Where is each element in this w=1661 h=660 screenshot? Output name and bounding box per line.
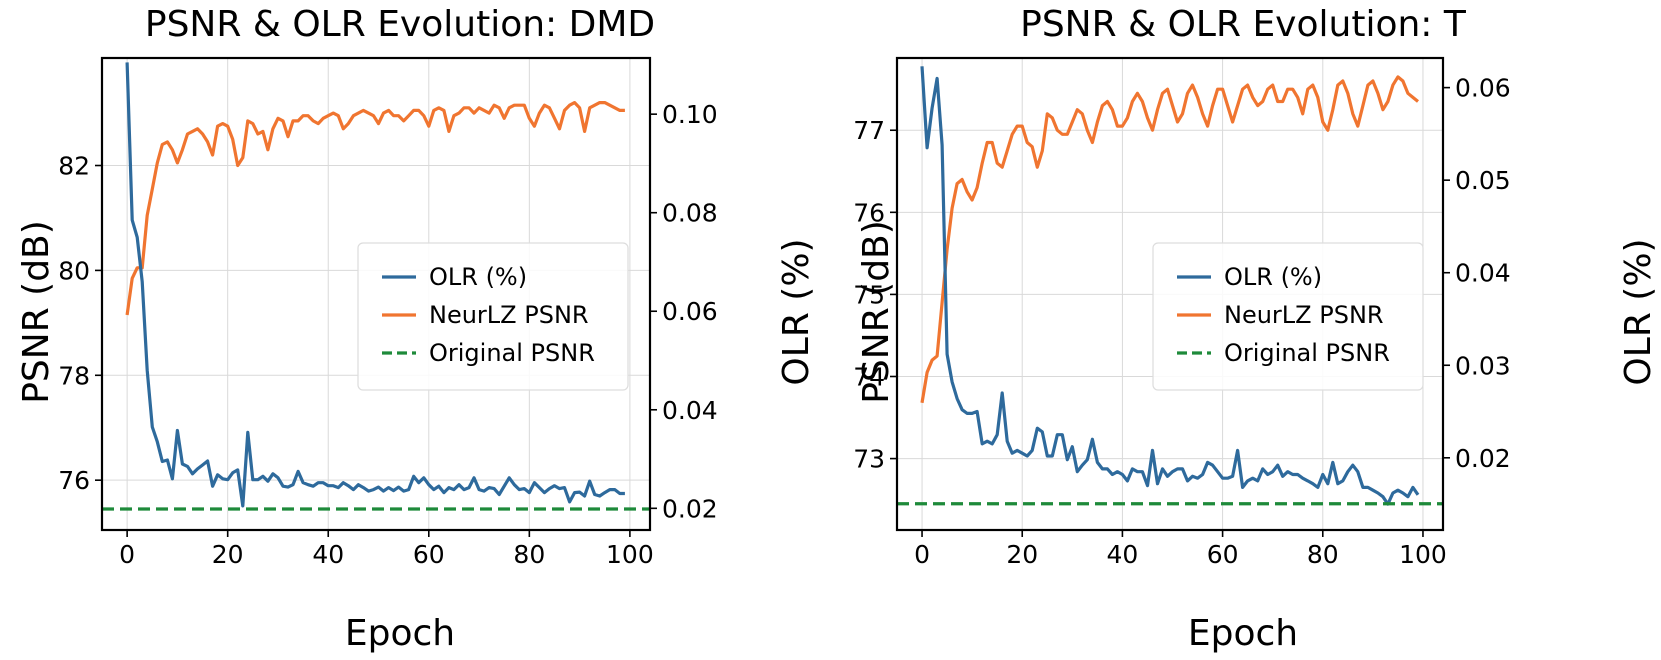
y-tick-label: 82 <box>58 152 90 181</box>
x-axis-label: Epoch <box>1188 613 1298 654</box>
y2-axis-label: OLR (%) <box>776 238 817 385</box>
chart-title: PSNR & OLR Evolution: DMD <box>145 4 655 45</box>
plot-frame <box>100 56 652 532</box>
x-tick-label: 100 <box>1399 540 1447 569</box>
y2-tick-label: 0.10 <box>662 100 718 129</box>
legend-label: OLR (%) <box>429 263 527 291</box>
legend-box <box>1152 242 1424 391</box>
y-tick-label: 74 <box>853 362 885 391</box>
legend-label: Original PSNR <box>429 339 595 367</box>
y2-tick-label: 0.05 <box>1455 166 1511 195</box>
y-tick-label: 80 <box>58 256 90 285</box>
legend: OLR (%) NeurLZ PSNR Original PSNR <box>357 242 629 391</box>
series-line-olr <box>125 62 625 508</box>
y-tick-label: 77 <box>853 116 885 145</box>
x-tick-label: 40 <box>1107 540 1139 569</box>
y2-tick-label: 0.02 <box>1455 444 1511 473</box>
y2-tick-label: 0.06 <box>1455 74 1511 103</box>
legend-label: OLR (%) <box>1224 263 1322 291</box>
chart-title: PSNR & OLR Evolution: T <box>1020 4 1467 45</box>
y2-tick-label: 0.04 <box>662 396 718 425</box>
legend-box <box>357 242 629 391</box>
x-tick-label: 100 <box>606 540 654 569</box>
x-tick-label: 0 <box>914 540 930 569</box>
y-axis-label: PSNR (dB) <box>16 220 57 404</box>
chart-panel-t: PSNR & OLR Evolution: T Epoch PSNR (dB) … <box>853 4 1659 654</box>
series-line-psnr <box>125 100 625 316</box>
y-tick-label: 73 <box>853 445 885 474</box>
y2-tick-label: 0.04 <box>1455 259 1511 288</box>
x-tick-label: 0 <box>119 540 135 569</box>
y2-tick-label: 0.03 <box>1455 351 1511 380</box>
x-tick-label: 40 <box>312 540 344 569</box>
y-tick-label: 76 <box>853 198 885 227</box>
x-tick-label: 60 <box>1207 540 1239 569</box>
y-axis-label: PSNR (dB) <box>856 220 897 404</box>
chart-panel-dmd: PSNR & OLR Evolution: DMD Epoch PSNR (dB… <box>16 4 817 654</box>
y2-tick-label: 0.06 <box>662 297 718 326</box>
y2-axis-label: OLR (%) <box>1618 238 1659 385</box>
y-tick-label: 75 <box>853 280 885 309</box>
x-tick-label: 60 <box>413 540 445 569</box>
y-tick-label: 76 <box>58 466 90 495</box>
legend: OLR (%) NeurLZ PSNR Original PSNR <box>1152 242 1424 391</box>
x-tick-label: 80 <box>513 540 545 569</box>
y-tick-label: 78 <box>58 361 90 390</box>
legend-label: NeurLZ PSNR <box>1224 301 1384 329</box>
x-axis-label: Epoch <box>345 613 455 654</box>
legend-label: NeurLZ PSNR <box>429 301 589 329</box>
legend-label: Original PSNR <box>1224 339 1390 367</box>
series-line-olr <box>920 66 1420 506</box>
series-line-psnr <box>920 75 1420 404</box>
plot-frame <box>895 56 1445 532</box>
x-tick-label: 20 <box>212 540 244 569</box>
x-tick-label: 20 <box>1006 540 1038 569</box>
x-tick-label: 80 <box>1307 540 1339 569</box>
y2-tick-label: 0.08 <box>662 199 718 228</box>
y2-tick-label: 0.02 <box>662 494 718 523</box>
